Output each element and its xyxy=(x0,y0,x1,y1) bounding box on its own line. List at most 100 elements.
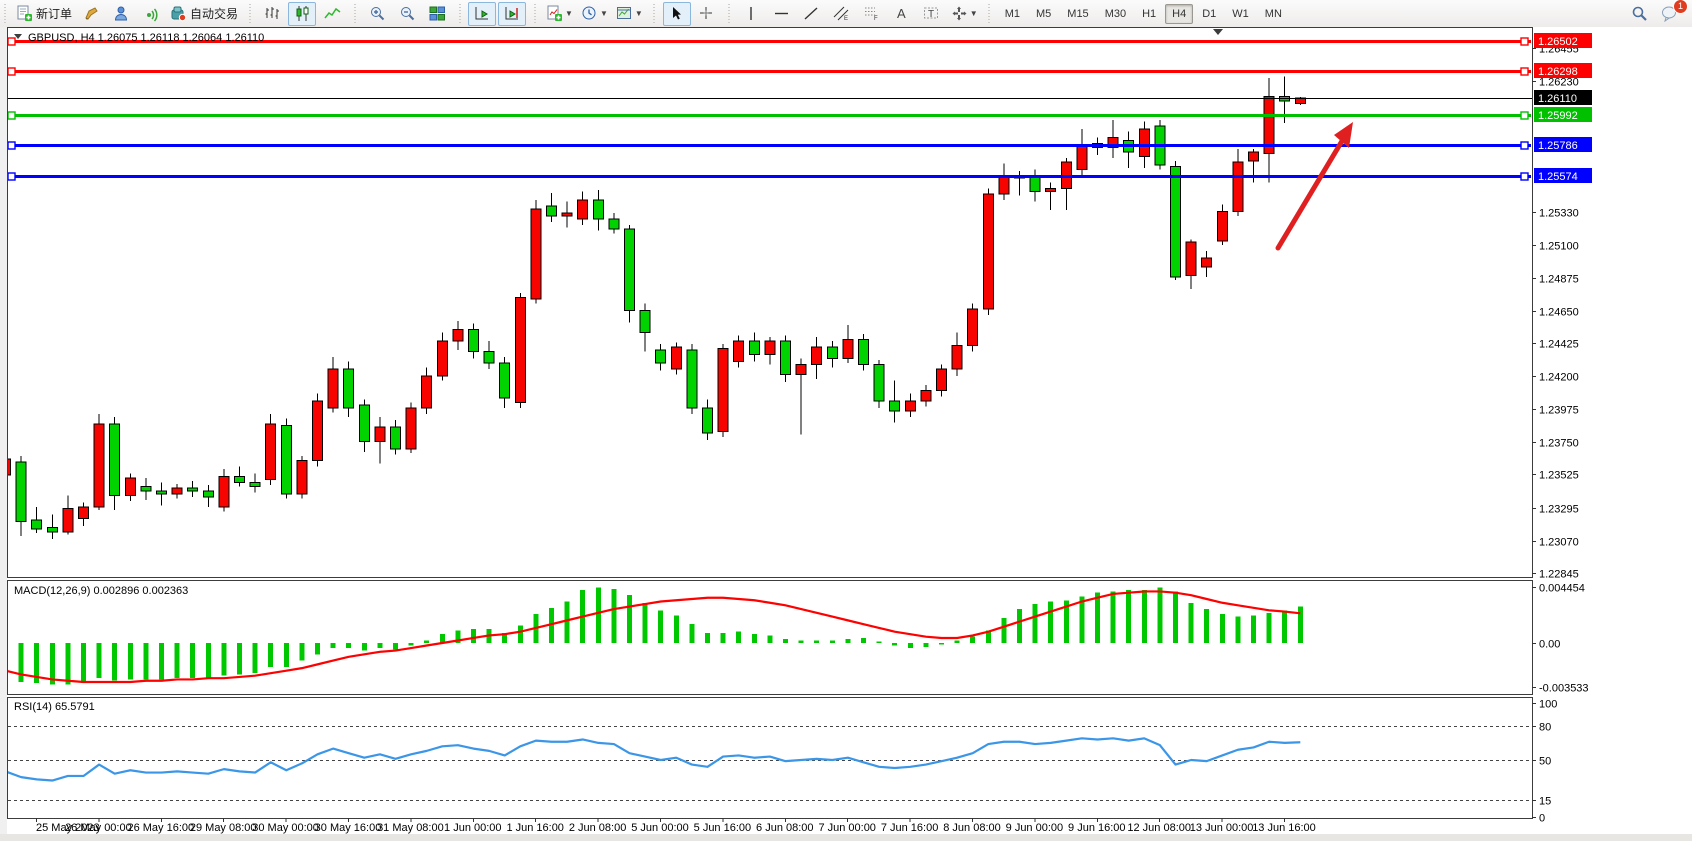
search-button[interactable] xyxy=(1625,2,1653,26)
svg-text:30 May 00:00: 30 May 00:00 xyxy=(252,822,319,834)
autotrading-button-label: 自动交易 xyxy=(190,7,239,21)
symbol-dropdown-icon[interactable] xyxy=(14,34,22,39)
hline-handle[interactable] xyxy=(8,111,16,120)
new-order-button[interactable]: 新订单 xyxy=(13,2,75,26)
chart-shift-button[interactable] xyxy=(498,1,527,26)
hline-handle[interactable] xyxy=(1520,172,1529,181)
period-button-H1[interactable]: H1 xyxy=(1142,7,1157,20)
price-axis[interactable]: 1.264551.262301.253301.251001.248751.246… xyxy=(1532,44,1589,825)
chart-title: GBPUSD, H4 1.26075 1.26118 1.26064 1.261… xyxy=(14,32,264,44)
hline-handle[interactable] xyxy=(8,172,16,181)
autotrading-button[interactable]: 自动交易 xyxy=(167,2,241,26)
candlestick-chart-button[interactable] xyxy=(288,1,317,26)
chart-canvas[interactable]: 1.26455 1.26230 1.25330 1.25100 1.24875 1.246… xyxy=(0,27,1692,841)
fibonacci-button[interactable]: F xyxy=(858,2,886,26)
cursor-button[interactable] xyxy=(662,1,691,26)
text-label-button[interactable]: T xyxy=(918,2,946,26)
crosshair-button[interactable] xyxy=(693,2,721,26)
notifications-button[interactable]: 1 xyxy=(1655,0,1688,26)
period-button-M5[interactable]: M5 xyxy=(1036,7,1052,20)
svg-text:1.25574: 1.25574 xyxy=(1538,171,1578,183)
svg-text:26 May 00:00: 26 May 00:00 xyxy=(65,822,132,834)
svg-text:50: 50 xyxy=(1539,756,1551,768)
period-button-M15[interactable]: M15 xyxy=(1067,7,1089,20)
svg-text:1.26110: 1.26110 xyxy=(1538,93,1577,105)
hline-handle[interactable] xyxy=(1520,37,1529,46)
zoom-in-button[interactable] xyxy=(363,2,391,26)
symbol-title: GBPUSD, H4 1.26075 1.26118 1.26064 1.261… xyxy=(28,32,264,44)
svg-text:25 May 2023: 25 May 2023 xyxy=(36,822,100,834)
main-toolbar: 新订单 自动交易 ▼ ▼ ▼ E F A T ▼ M1 M5 M15 M30 H1 H4 D1 W1 MN 1 xyxy=(0,0,1692,28)
time-axis-area[interactable] xyxy=(7,818,1692,834)
period-button-M1[interactable]: M1 xyxy=(1004,7,1020,20)
indicators-button[interactable]: ▼ xyxy=(543,2,576,26)
svg-text:1.24200: 1.24200 xyxy=(1539,372,1579,384)
bar-chart-button[interactable] xyxy=(258,2,286,26)
textT-icon: T xyxy=(923,5,940,22)
periods-button[interactable]: ▼ xyxy=(578,2,611,26)
period-button-MN[interactable]: MN xyxy=(1264,7,1282,20)
toolbar-grip xyxy=(651,3,657,24)
period-button-M30[interactable]: M30 xyxy=(1104,7,1127,20)
crayon-icon xyxy=(83,5,100,22)
svg-text:1.24425: 1.24425 xyxy=(1539,339,1579,351)
svg-text:1 Jun 00:00: 1 Jun 00:00 xyxy=(444,822,502,834)
macd-signal-line xyxy=(8,590,1301,684)
svg-text:1.23070: 1.23070 xyxy=(1539,537,1579,549)
svg-text:13 Jun 00:00: 13 Jun 00:00 xyxy=(1190,822,1254,834)
hline-handle[interactable] xyxy=(8,37,16,46)
hline-handle[interactable] xyxy=(1520,67,1529,76)
svg-text:1.23750: 1.23750 xyxy=(1539,438,1579,450)
status-strip xyxy=(0,834,1692,841)
hline-handle[interactable] xyxy=(1520,141,1529,150)
period-button-H4[interactable]: H4 xyxy=(1165,3,1194,24)
zoom-out-icon xyxy=(399,5,416,22)
signal-icon xyxy=(143,5,160,22)
svg-text:F: F xyxy=(874,16,878,22)
line-chart-button[interactable] xyxy=(318,2,346,26)
chart-background[interactable] xyxy=(7,27,1532,818)
trend-arrow[interactable] xyxy=(1275,122,1353,251)
hline-handle[interactable] xyxy=(8,141,16,150)
robot-icon xyxy=(170,5,187,22)
profile-button[interactable] xyxy=(107,2,135,26)
equidistant-channel-button[interactable]: E xyxy=(828,2,856,26)
vertical-line-button[interactable] xyxy=(738,2,766,26)
chart-svg[interactable]: 1.264551.262301.253301.251001.248751.246… xyxy=(0,27,1692,841)
search-icon xyxy=(1631,5,1648,22)
svg-text:1.25330: 1.25330 xyxy=(1539,208,1579,220)
styler-button[interactable] xyxy=(77,2,105,26)
horizontal-line-button[interactable] xyxy=(768,2,796,26)
svg-text:9 Jun 16:00: 9 Jun 16:00 xyxy=(1068,822,1126,834)
auto-scroll-button[interactable] xyxy=(468,1,497,26)
chart-shift-marker[interactable] xyxy=(1213,29,1223,35)
svg-text:E: E xyxy=(844,16,848,22)
trendline-button[interactable] xyxy=(798,2,826,26)
price-axis-area[interactable] xyxy=(1532,27,1692,834)
tile-windows-button[interactable] xyxy=(423,2,451,26)
svg-text:1.26298: 1.26298 xyxy=(1538,66,1578,78)
period-button-W1[interactable]: W1 xyxy=(1232,7,1249,20)
toolbar-group-trade: 新订单 自动交易 xyxy=(9,0,245,27)
arrows-button[interactable]: ▼ xyxy=(948,2,981,26)
trend-icon xyxy=(803,5,820,22)
toolbar-grip xyxy=(986,3,992,24)
period-button-D1[interactable]: D1 xyxy=(1202,7,1217,20)
tile-icon xyxy=(429,5,446,22)
toolbar-grip xyxy=(352,3,358,24)
zoom-out-button[interactable] xyxy=(393,2,421,26)
svg-text:5 Jun 16:00: 5 Jun 16:00 xyxy=(694,822,752,834)
hline-handle[interactable] xyxy=(1520,111,1529,120)
vline-icon xyxy=(743,5,760,22)
hline-handle[interactable] xyxy=(8,67,16,76)
svg-text:1.26230: 1.26230 xyxy=(1539,77,1579,89)
candles-layer xyxy=(8,76,1306,540)
toolbar-grip xyxy=(457,3,463,24)
text-button[interactable]: A xyxy=(888,2,916,26)
svg-text:6 Jun 08:00: 6 Jun 08:00 xyxy=(756,822,814,834)
templates-button[interactable]: ▼ xyxy=(613,2,646,26)
notification-badge: 1 xyxy=(1673,0,1688,14)
signals-button[interactable] xyxy=(137,2,165,26)
